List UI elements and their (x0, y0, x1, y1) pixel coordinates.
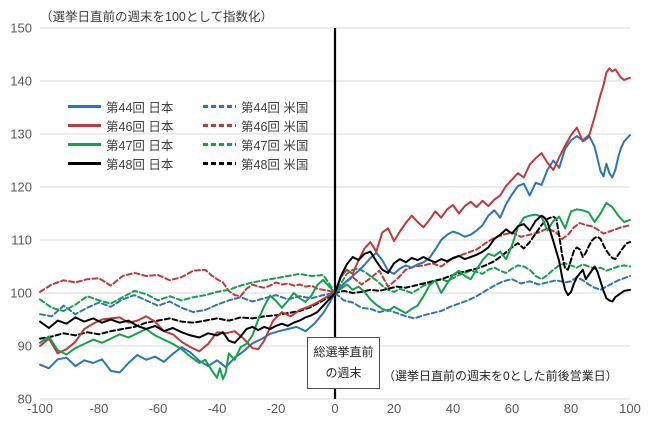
x-tick-label: 20 (387, 401, 401, 416)
x-axis-note: （選挙日直前の週末を0とした前後営業日） (383, 369, 618, 383)
legend-swatch-solid-48-jp (68, 162, 101, 165)
legend-label-44-us: 第44回 米国 (241, 101, 309, 115)
legend-label-47-jp: 第47回 日本 (106, 139, 174, 153)
x-tick-label: -60 (149, 401, 168, 416)
x-tick-label: 40 (446, 401, 460, 416)
chart-title: （選挙日直前の週末を100として指数化） (40, 10, 273, 24)
legend-row: 第46回 日本 第46回 米国 (68, 116, 338, 135)
legend-swatch-dashed-46-us (203, 124, 236, 127)
legend-swatch-dashed-44-us (203, 105, 236, 108)
legend: 第44回 日本 第44回 米国 第46回 日本 第46回 米国 第47回 日本 第47回 … (68, 97, 338, 173)
event-annotation-line2: の週末 (325, 366, 362, 380)
legend-row: 第44回 日本 第44回 米国 (68, 97, 338, 116)
legend-swatch-solid-44-jp (68, 105, 101, 108)
legend-row: 第47回 日本 第47回 米国 (68, 135, 338, 154)
x-tick-label: -80 (90, 401, 109, 416)
series-line-48-jp (39, 214, 631, 344)
x-tick-label: -100 (27, 401, 53, 416)
y-tick-label: 110 (11, 233, 32, 248)
legend-label-48-jp: 第48回 日本 (106, 158, 174, 172)
x-tick-label: 100 (619, 401, 641, 416)
legend-label-46-us: 第46回 米国 (241, 120, 309, 134)
event-annotation-box: 総選挙直前 の週末 (307, 337, 380, 389)
legend-swatch-dashed-47-us (203, 143, 236, 146)
legend-label-44-jp: 第44回 日本 (106, 101, 174, 115)
series-line-48-us (39, 215, 631, 340)
event-annotation-line1: 総選挙直前 (313, 345, 374, 359)
y-tick-label: 140 (10, 74, 32, 89)
x-tick-label: 80 (564, 401, 578, 416)
series-line-46-jp (39, 67, 631, 355)
y-tick-label: 90 (18, 339, 32, 354)
legend-label-47-us: 第47回 米国 (241, 139, 309, 153)
y-tick-label: 80 (18, 392, 32, 407)
x-tick-label: 0 (331, 401, 338, 416)
series-line-47-us (39, 262, 631, 312)
legend-label-48-us: 第48回 米国 (241, 158, 309, 172)
legend-swatch-solid-46-jp (68, 124, 101, 127)
x-tick-label: -40 (208, 401, 227, 416)
x-tick-label: 60 (505, 401, 519, 416)
y-tick-label: 130 (10, 127, 32, 142)
legend-label-46-jp: 第46回 日本 (106, 120, 174, 134)
y-tick-label: 120 (10, 180, 32, 195)
y-tick-label: 100 (10, 286, 32, 301)
x-tick-label: -20 (267, 401, 286, 416)
series-line-44-jp (39, 134, 631, 374)
legend-swatch-dashed-48-us (203, 162, 236, 165)
y-tick-label: 150 (10, 21, 32, 36)
series-line-46-us (39, 222, 631, 298)
legend-row: 第48回 日本 第48回 米国 (68, 154, 338, 173)
series-line-47-jp (39, 201, 631, 380)
legend-swatch-solid-47-jp (68, 143, 101, 146)
